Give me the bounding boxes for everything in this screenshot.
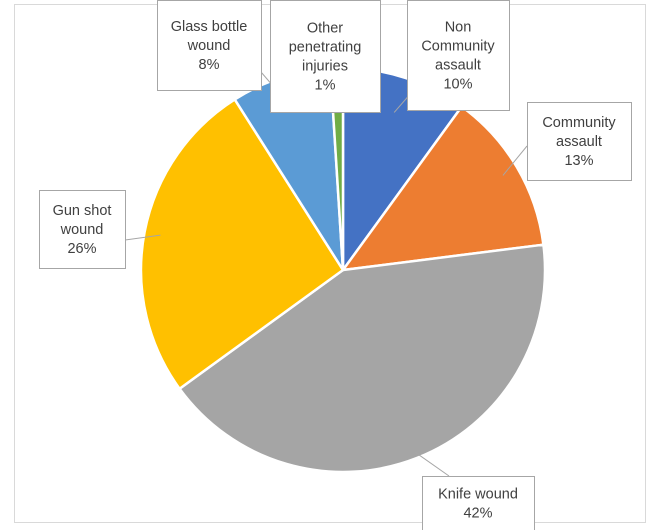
category-label-2-0: Knife wound	[438, 487, 518, 503]
callout-box-4	[157, 0, 262, 91]
pie-slice-1	[341, 105, 545, 272]
pie-slices	[139, 66, 547, 474]
category-label-0-2: assault	[435, 58, 481, 74]
percent-label-5: 1%	[315, 78, 336, 94]
callout-1: Community assault 13%	[527, 102, 632, 181]
leader-line-1	[502, 145, 528, 176]
category-label-5-1: penetrating	[289, 40, 362, 56]
callout-box-5	[270, 0, 381, 113]
category-label-5-0: Other	[307, 21, 343, 37]
percent-label-0: 10%	[443, 77, 472, 93]
category-label-0-1: Community	[421, 39, 495, 55]
pie-slice-2	[178, 243, 547, 474]
callout-box-2	[422, 476, 535, 530]
percent-label-4: 8%	[199, 57, 220, 73]
callout-2: Knife wound 42%	[422, 476, 535, 530]
callout-box-0	[407, 0, 510, 111]
callout-box-3	[39, 190, 126, 269]
category-label-3-0: Gun shot	[53, 203, 112, 219]
category-label-5-2: injuries	[302, 59, 348, 75]
pie-slice-3	[139, 98, 345, 390]
category-label-4-1: wound	[187, 38, 231, 54]
category-label-1-1: assault	[556, 134, 602, 150]
callout-0: Non Community assault 10%	[407, 0, 510, 111]
percent-label-3: 26%	[67, 241, 96, 257]
category-label-3-1: wound	[60, 222, 104, 238]
callout-box-1	[527, 102, 632, 181]
leader-line-3	[124, 234, 161, 241]
leader-line-2	[414, 451, 450, 477]
percent-label-2: 42%	[463, 506, 492, 522]
category-label-1-0: Community	[542, 115, 616, 131]
callout-3: Gun shot wound 26%	[39, 190, 126, 269]
callout-5: Other penetrating injuries 1%	[270, 0, 381, 113]
category-label-0-0: Non	[445, 20, 472, 36]
category-label-4-0: Glass bottle	[171, 19, 248, 35]
percent-label-1: 13%	[564, 153, 593, 169]
data-labels: Non Community assault 10% Community assault 13…	[39, 0, 632, 530]
callout-4: Glass bottle wound 8%	[157, 0, 262, 91]
